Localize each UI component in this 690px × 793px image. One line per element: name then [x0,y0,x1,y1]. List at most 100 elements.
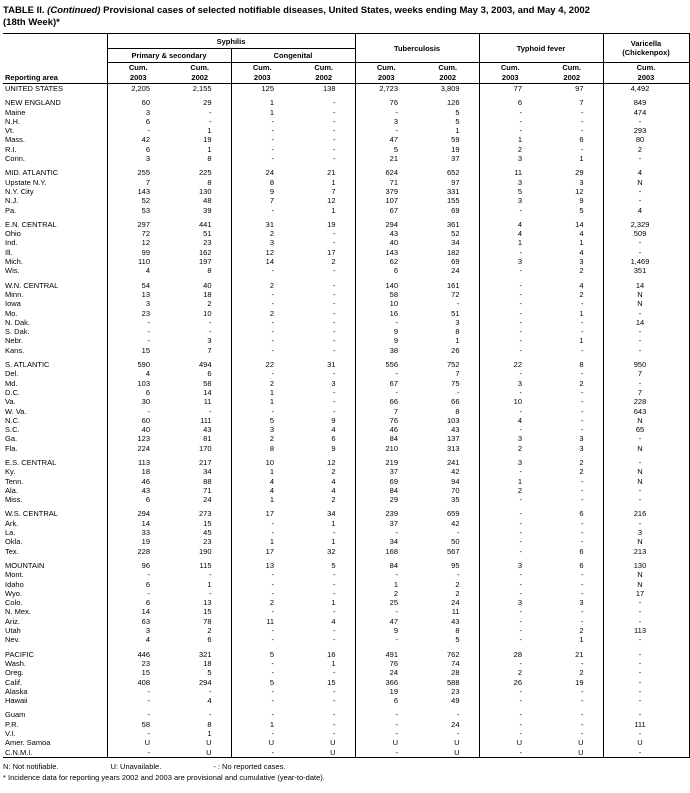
table-cell: - [602,457,690,468]
table-cell: - [333,528,336,538]
table-cell: 3 [106,154,169,164]
table-cell: 4 [579,229,584,239]
notifiable-disease-table: Reporting area Syphilis Tuberculosis Typ… [3,33,690,758]
year-header: 2002 [541,73,604,84]
table-cell: - [333,345,336,355]
table-cell: - [478,266,542,276]
table-cell: 51 [203,229,212,239]
table-cell: 37 [451,154,460,164]
table-cell: 2 [230,229,293,239]
table-cell: 45 [203,528,212,538]
row-label: Mo. [5,308,18,318]
table-cell: 4 [602,205,690,215]
table-cell: - [602,434,690,444]
table-cell: 113 [602,626,690,636]
table-cell: 6 [106,116,169,127]
table-cell: 71 [354,177,418,187]
table-cell: 17 [327,247,336,257]
table-cell: 2 [455,579,460,589]
table-cell: - [602,668,690,678]
table-cell: - [230,686,293,697]
table-cell: - [478,299,542,309]
row-label: V.I. [5,729,16,738]
table-cell: 2 [331,467,336,477]
table-cell: - [106,336,169,346]
table-cell: 3 [579,443,584,453]
table-cell: - [581,397,584,407]
table-cell: - [602,658,690,669]
table-cell: - [354,107,418,117]
table-cell: 752 [447,360,460,370]
table-cell: - [581,588,584,598]
table-cell: - [230,607,293,617]
table-cell: 66 [451,397,460,407]
table-cell: 14 [106,607,169,617]
table-cell: 3 [579,257,584,267]
table-cell: 13 [203,598,212,608]
table-cell: 31 [327,360,336,370]
table-cell: N [602,443,690,453]
table-cell: 7 [207,345,212,355]
spacer-row [3,555,690,561]
congenital-subheader: Congenital [230,48,356,63]
table-cell: - [581,425,584,435]
table-cell: 1 [207,579,212,589]
table-cell: - [602,677,690,687]
table-cell: - [581,495,584,505]
table-cell: 7 [602,369,690,379]
footnotes: N: Not notifiable. U: Unavailable. - : No … [3,761,688,783]
table-cell: 224 [106,443,169,453]
table-cell: - [333,336,336,346]
table-cell: - [602,598,690,608]
table-cell: 14 [230,257,293,267]
table-cell: 849 [602,98,690,108]
table-row: N. Mex. 14 15 - - - 11 - - - [3,607,690,617]
table-cell: 43 [451,425,460,435]
table-cell: 5 [331,560,336,570]
table-cell: 18 [203,289,212,299]
row-label: Tenn. [5,476,24,486]
table-cell: - [478,710,542,720]
table-cell: 72 [106,229,169,239]
row-label: Nebr. [5,336,23,346]
table-cell: - [581,107,584,117]
table-cell: 24 [451,719,460,729]
table-cell: 14 [602,317,690,328]
table-cell: 1 [207,126,212,136]
table-cell: 1 [455,336,460,346]
table-cell: - [581,369,584,379]
table-cell: 21 [354,154,418,164]
table-cell: - [581,719,584,729]
table-cell: 5 [207,668,212,678]
table-cell: 4 [478,219,542,230]
row-label: Colo. [5,598,23,608]
table-cell: 47 [354,135,418,145]
table-cell: 8 [207,266,212,276]
table-cell: 441 [198,219,212,229]
table-row: Wash. 23 18 - 1 76 74 - - - [3,658,690,669]
table-cell: 7 [579,98,584,108]
table-cell: 7 [455,369,460,379]
table-cell: - [478,626,542,636]
table-cell: 5 [230,649,293,659]
table-cell: 8 [455,406,460,416]
table-cell: 2,205 [106,83,169,94]
table-cell: 113 [106,457,169,468]
table-cell: - [333,626,336,636]
table-row: Upstate N.Y. 7 8 8 1 71 97 3 3 N [3,177,690,187]
row-label: Mass. [5,135,26,145]
table-cell: 22 [230,360,293,370]
table-cell: 17 [230,546,293,556]
table-row: Conn. 3 8 - - 21 37 3 1 - [3,154,690,164]
table-cell: 293 [602,126,690,136]
table-cell: 556 [354,360,418,370]
table-cell: 69 [451,257,460,267]
table-cell: 2 [478,485,542,496]
table-cell: 58 [354,289,418,300]
table-cell: 321 [198,649,212,659]
table-cell: 294 [106,509,169,519]
table-cell: 2 [230,308,293,318]
table-cell: 2 [207,299,212,309]
table-cell: 5 [455,107,460,117]
table-cell: 2 [478,668,542,678]
